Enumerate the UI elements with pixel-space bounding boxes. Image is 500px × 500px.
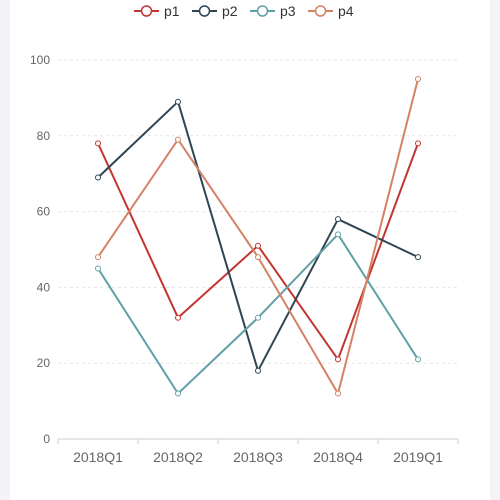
series-p1 bbox=[95, 140, 421, 363]
data-point-p3 bbox=[95, 265, 101, 272]
legend-item-p3[interactable]: p3 bbox=[250, 3, 296, 19]
chart-panel bbox=[10, 0, 490, 500]
series-line-p4 bbox=[97, 78, 419, 395]
data-point-p2 bbox=[415, 254, 421, 261]
data-point-p2 bbox=[335, 216, 341, 223]
data-point-p4 bbox=[335, 390, 341, 397]
x-tick-label: 2018Q4 bbox=[313, 449, 363, 465]
y-tick-label: 20 bbox=[37, 356, 51, 370]
legend-item-p4[interactable]: p4 bbox=[308, 3, 354, 19]
legend-item-p2[interactable]: p2 bbox=[192, 3, 238, 19]
data-point-p2 bbox=[175, 98, 181, 105]
y-tick-label: 60 bbox=[37, 205, 51, 219]
data-point-p4 bbox=[255, 254, 261, 261]
data-point-p1 bbox=[415, 140, 421, 147]
data-point-p3 bbox=[255, 314, 261, 321]
legend-label: p3 bbox=[280, 3, 296, 19]
data-point-p1 bbox=[335, 356, 341, 363]
series-line-p1 bbox=[97, 142, 419, 361]
legend-label: p4 bbox=[338, 3, 354, 19]
x-tick-label: 2019Q1 bbox=[393, 449, 443, 465]
data-point-p3 bbox=[335, 231, 341, 238]
series-p2 bbox=[95, 98, 421, 374]
data-point-p1 bbox=[95, 140, 101, 147]
data-point-p4 bbox=[95, 254, 101, 261]
legend-marker-icon bbox=[198, 5, 211, 17]
data-point-p2 bbox=[95, 174, 101, 181]
y-tick-label: 100 bbox=[30, 53, 50, 67]
legend-label: p1 bbox=[164, 3, 180, 19]
data-point-p4 bbox=[415, 75, 421, 82]
x-tick-label: 2018Q2 bbox=[153, 449, 203, 465]
legend-marker-icon bbox=[256, 5, 269, 17]
series-p4 bbox=[95, 75, 421, 397]
legend-item-p1[interactable]: p1 bbox=[134, 3, 180, 19]
data-point-p3 bbox=[175, 390, 181, 397]
data-point-p3 bbox=[415, 356, 421, 363]
series-line-p2 bbox=[97, 100, 419, 372]
x-tick-label: 2018Q3 bbox=[233, 449, 283, 465]
data-point-p1 bbox=[255, 242, 261, 249]
y-tick-label: 80 bbox=[37, 129, 51, 143]
legend-marker-icon bbox=[314, 5, 327, 17]
series-p3 bbox=[95, 231, 421, 397]
data-point-p1 bbox=[175, 314, 181, 321]
x-tick-label: 2018Q1 bbox=[73, 449, 123, 465]
legend-label: p2 bbox=[222, 3, 238, 19]
y-tick-label: 40 bbox=[37, 280, 51, 294]
legend-marker-icon bbox=[140, 5, 153, 17]
data-point-p4 bbox=[175, 136, 181, 143]
y-tick-label: 0 bbox=[43, 432, 50, 446]
data-point-p2 bbox=[255, 367, 261, 374]
